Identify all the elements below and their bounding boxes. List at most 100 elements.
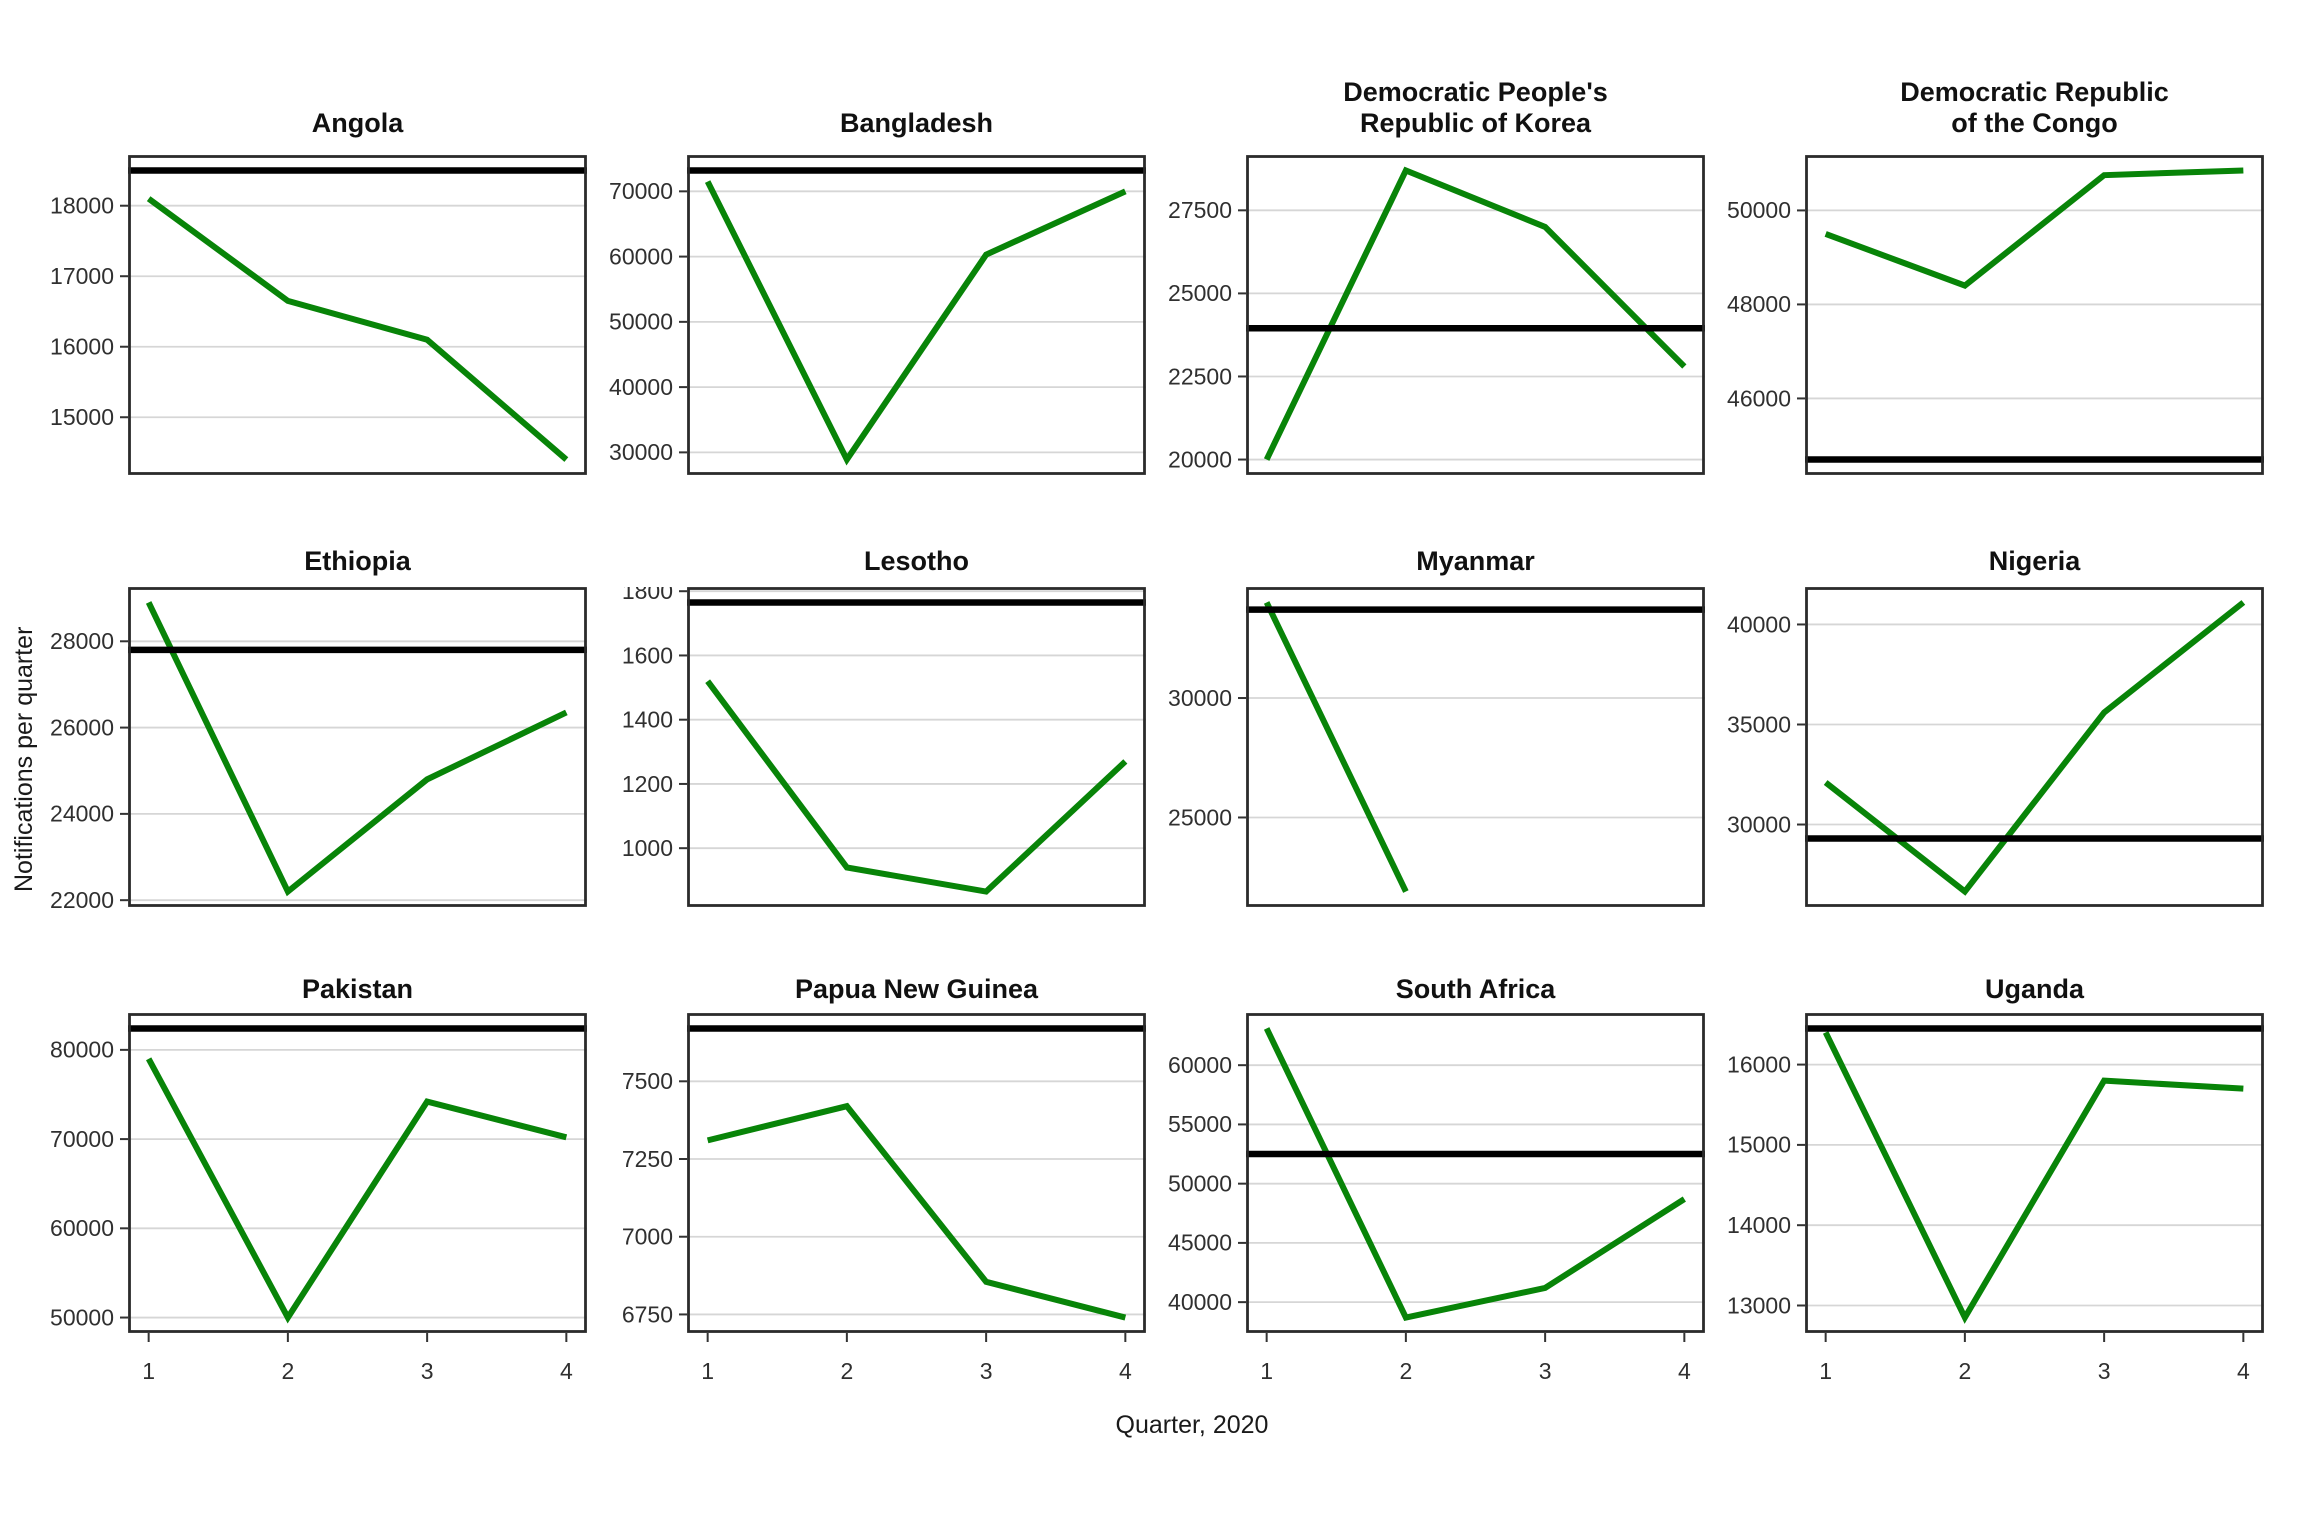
line-chart: 6750 7000 7250 7500 1 2 3 4 bbox=[622, 1013, 1146, 1384]
x-tick-label: 1 bbox=[701, 1358, 714, 1384]
line-chart: 30000 35000 40000 bbox=[1727, 587, 2264, 907]
y-tick-label: 50000 bbox=[609, 309, 673, 335]
x-axis-title: Quarter, 2020 bbox=[1115, 1411, 1269, 1439]
y-tick-label: 20000 bbox=[1168, 446, 1232, 472]
facet-title: Lesotho bbox=[864, 546, 969, 576]
y-tick-label: 1800 bbox=[622, 587, 673, 604]
x-tick-label: 4 bbox=[560, 1358, 573, 1384]
y-tick-label: 1000 bbox=[622, 835, 673, 861]
x-tick-label: 1 bbox=[1819, 1358, 1832, 1384]
line-chart: 15000 16000 17000 18000 bbox=[50, 155, 587, 475]
y-tick-label: 22000 bbox=[50, 887, 114, 909]
y-tick-label: 13000 bbox=[1727, 1292, 1791, 1318]
x-tick-label: 4 bbox=[1119, 1358, 1132, 1384]
y-tick-label: 27500 bbox=[1168, 197, 1232, 223]
notifications-line bbox=[1824, 167, 2244, 290]
y-tick-label: 70000 bbox=[50, 1126, 114, 1152]
facet-title: Pakistan bbox=[301, 974, 414, 1004]
x-tick-label: 3 bbox=[2098, 1358, 2111, 1384]
panel-border bbox=[1246, 1013, 1705, 1333]
y-tick-label: 18000 bbox=[50, 193, 114, 219]
line-chart: 25000 30000 bbox=[1168, 587, 1705, 907]
facet-title: Ethiopia bbox=[304, 546, 411, 576]
line-chart: 50000 60000 70000 80000 1 2 3 4 bbox=[50, 1013, 587, 1384]
y-tick-label: 17000 bbox=[50, 263, 114, 289]
facet-title: South Africa bbox=[1395, 974, 1556, 1004]
facet-bangladesh: Bangladesh 30000 40000 50000 60000 70000 bbox=[587, 0, 1146, 477]
panel-border bbox=[1805, 587, 2264, 907]
line-chart: 30000 40000 50000 60000 70000 bbox=[609, 155, 1146, 475]
facet-title: Bangladesh bbox=[839, 108, 994, 138]
y-tick-label: 15000 bbox=[50, 404, 114, 430]
facet-uganda: Uganda 13000 14000 15000 16000 1 2 3 4 bbox=[1705, 967, 2264, 1395]
y-tick-label: 7000 bbox=[622, 1224, 673, 1250]
y-tick-label: 40000 bbox=[1727, 611, 1791, 637]
y-tick-label: 30000 bbox=[1727, 811, 1791, 837]
facet-nigeria: Nigeria 30000 35000 40000 bbox=[1705, 521, 2264, 909]
line-chart: 46000 48000 50000 bbox=[1727, 155, 2264, 475]
y-tick-label: 40000 bbox=[1168, 1289, 1232, 1315]
notifications-line bbox=[1263, 601, 1409, 893]
y-tick-label: 50000 bbox=[1168, 1170, 1232, 1196]
y-tick-label: 46000 bbox=[1727, 385, 1791, 411]
facet-democratic-republic-of-the-congo: Democratic Republic of the Congo 46000 480… bbox=[1705, 0, 2264, 477]
y-tick-label: 50000 bbox=[1727, 197, 1791, 223]
panel-border bbox=[687, 587, 1146, 907]
y-tick-label: 15000 bbox=[1727, 1132, 1791, 1158]
facet-myanmar: Myanmar 25000 30000 bbox=[1146, 521, 1705, 909]
line-chart: 22000 24000 26000 28000 bbox=[50, 587, 587, 909]
y-tick-label: 50000 bbox=[50, 1304, 114, 1330]
x-tick-label: 3 bbox=[1539, 1358, 1552, 1384]
y-tick-label: 30000 bbox=[1168, 685, 1232, 711]
x-tick-label: 2 bbox=[1958, 1358, 1971, 1384]
notifications-line bbox=[705, 679, 1128, 895]
notifications-line bbox=[1822, 1031, 2244, 1324]
panel-border bbox=[687, 1013, 1146, 1333]
y-tick-label: 16000 bbox=[1727, 1051, 1791, 1077]
facet-title: Democratic People's Republic of Korea bbox=[1343, 77, 1608, 138]
notifications-line bbox=[1263, 166, 1687, 461]
panel-border bbox=[128, 1013, 587, 1333]
x-tick-label: 1 bbox=[1260, 1358, 1273, 1384]
line-chart: 20000 22500 25000 27500 bbox=[1168, 155, 1705, 475]
y-tick-label: 1600 bbox=[622, 642, 673, 668]
notifications-line bbox=[1823, 600, 2246, 896]
x-tick-label: 3 bbox=[421, 1358, 434, 1384]
y-tick-label: 25000 bbox=[1168, 804, 1232, 830]
y-tick-label: 25000 bbox=[1168, 280, 1232, 306]
facet-title: Papua New Guinea bbox=[794, 974, 1039, 1004]
line-chart: 13000 14000 15000 16000 1 2 3 4 bbox=[1727, 1013, 2264, 1384]
panel-border bbox=[1246, 587, 1705, 907]
facet-lesotho: Lesotho 1000 1200 1400 1600 1800 bbox=[587, 521, 1146, 909]
y-tick-label: 26000 bbox=[50, 714, 114, 740]
facet-title: Myanmar bbox=[1416, 546, 1535, 576]
facet-title: Democratic Republic of the Congo bbox=[1900, 77, 2169, 138]
y-tick-label: 48000 bbox=[1727, 291, 1791, 317]
panel-border bbox=[687, 155, 1146, 475]
y-tick-label: 70000 bbox=[609, 178, 673, 204]
y-tick-label: 22500 bbox=[1168, 363, 1232, 389]
y-tick-label: 6750 bbox=[622, 1301, 673, 1327]
y-tick-label: 1200 bbox=[622, 771, 673, 797]
notifications-line bbox=[146, 1057, 568, 1324]
facet-title: Nigeria bbox=[1988, 546, 2081, 576]
facet-democratic-people-s-republic-of-korea: Democratic People's Republic of Korea 200… bbox=[1146, 0, 1705, 477]
y-tick-label: 60000 bbox=[50, 1215, 114, 1241]
panel-border bbox=[128, 587, 587, 907]
y-tick-label: 16000 bbox=[50, 334, 114, 360]
facet-angola: Angola 15000 16000 17000 18000 bbox=[28, 0, 587, 477]
line-chart: 40000 45000 50000 55000 60000 1 2 3 4 bbox=[1168, 1013, 1705, 1384]
panel-border bbox=[128, 155, 587, 475]
panel-border bbox=[1246, 155, 1705, 475]
y-tick-label: 7500 bbox=[622, 1068, 673, 1094]
facet-papua-new-guinea: Papua New Guinea 6750 7000 7250 7500 1 2 3 4 bbox=[587, 967, 1146, 1395]
facet-south-africa: South Africa 40000 45000 50000 55000 60000 1 2 3… bbox=[1146, 967, 1705, 1395]
y-tick-label: 55000 bbox=[1168, 1111, 1232, 1137]
y-axis-title: Notifications per quarter bbox=[10, 626, 38, 892]
facet-grid: Angola 15000 16000 17000 18000 Bangladesh 3000… bbox=[28, 0, 2264, 1395]
y-tick-label: 24000 bbox=[50, 801, 114, 827]
x-tick-label: 2 bbox=[281, 1358, 294, 1384]
facet-ethiopia: Ethiopia 22000 24000 26000 28000 bbox=[28, 521, 587, 909]
y-tick-label: 30000 bbox=[609, 439, 673, 465]
